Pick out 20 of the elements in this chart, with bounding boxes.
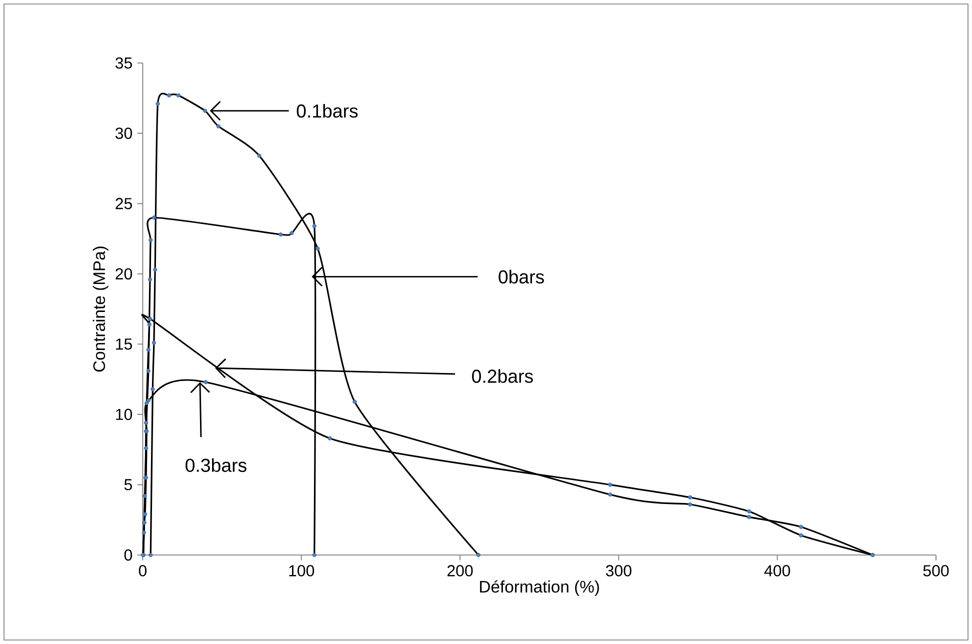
y-tick-label: 0: [124, 549, 132, 561]
annotation: 0.3bars: [186, 458, 246, 472]
y-tick-label: 5: [124, 479, 132, 490]
annotation: 0bars: [498, 270, 544, 284]
annotation: 0.1bars: [296, 104, 358, 118]
y-axis-title: Contrainte (MPa): [92, 246, 108, 372]
y-tick-label: 10: [116, 408, 132, 420]
x-tick-label: 0: [138, 565, 147, 576]
y-tick-label: 35: [115, 57, 132, 69]
y-tick-label: 15: [116, 338, 132, 350]
x-tick-label: 200: [447, 565, 473, 576]
y-tick-label: 25: [116, 198, 132, 210]
x-tick-label: 300: [606, 565, 632, 576]
annotation: 0.2bars: [472, 369, 533, 383]
x-axis-title: Déformation (%): [480, 580, 599, 596]
x-tick-label: 100: [289, 565, 314, 576]
x-tick-label: 400: [764, 565, 790, 576]
x-tick-label: 500: [923, 565, 949, 576]
y-tick-label: 30: [115, 128, 132, 139]
y-tick-label: 20: [116, 268, 132, 280]
